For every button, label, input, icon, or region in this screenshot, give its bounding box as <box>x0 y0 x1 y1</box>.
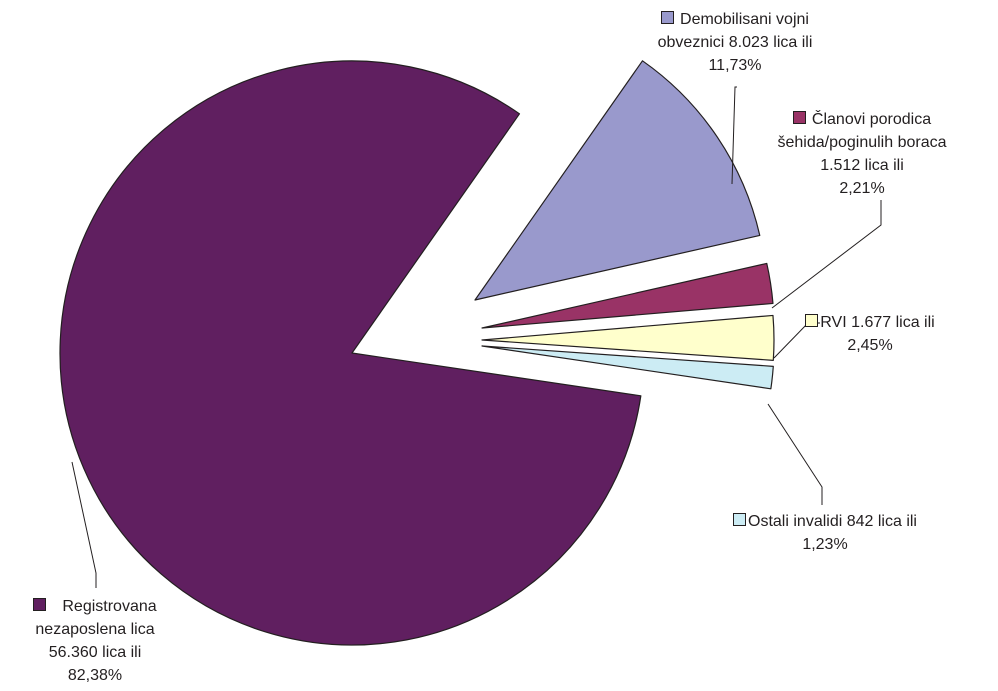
label-clanovi-line-4: 2,21% <box>839 180 885 197</box>
label-ostali-invalidi: Ostali invalidi 842 lica ili 1,23% <box>690 510 960 556</box>
label-registrovana-line-2: nezaposlena lica <box>35 621 155 638</box>
leader-line-clanovi-porodica <box>771 200 882 309</box>
label-registrovana-line-1: Registrovana <box>62 598 157 615</box>
leader-line-registrovana <box>71 461 97 588</box>
label-ostali-line-2: 1,23% <box>802 536 848 553</box>
legend-swatch-clanovi-porodica <box>792 111 806 124</box>
label-demobilisani: Demobilisani vojni obveznici 8.023 lica … <box>600 8 870 77</box>
label-demobilisani-line-1: Demobilisani vojni <box>680 11 809 28</box>
label-registrovana-line-3: 56.360 lica ili <box>48 644 142 661</box>
slice-rvi <box>481 314 775 361</box>
label-registrovana-line-4: 82,38% <box>67 667 123 684</box>
legend-swatch-demobilisani <box>661 11 675 24</box>
label-rvi-line-1: RVI 1.677 lica ili <box>820 314 935 331</box>
legend-swatch-ostali-invalidi <box>733 513 747 526</box>
legend-swatch-rvi <box>805 314 819 327</box>
label-clanovi-line-2: šehida/poginulih boraca <box>777 134 947 151</box>
slice-ostali-invalidi <box>481 345 774 390</box>
leader-line-demobilisani <box>731 86 737 185</box>
label-clanovi-porodica: Članovi porodica šehida/poginulih boraca… <box>752 108 972 200</box>
label-clanovi-line-1: Članovi porodica <box>811 111 932 128</box>
label-demobilisani-line-3: 11,73% <box>708 57 762 74</box>
leader-line-ostali-invalidi <box>767 403 823 505</box>
legend-swatch-registrovana <box>33 598 47 611</box>
slice-registrovana <box>59 60 642 646</box>
label-ostali-line-1: Ostali invalidi 842 lica ili <box>748 513 917 530</box>
label-clanovi-line-3: 1.512 lica ili <box>820 157 904 174</box>
slice-clanovi-porodica <box>481 262 774 329</box>
label-demobilisani-line-2: obveznici 8.023 lica ili <box>657 34 813 51</box>
label-rvi: RVI 1.677 lica ili 2,45% <box>800 311 940 357</box>
label-registrovana: Registrovana nezaposlena lica 56.360 lic… <box>0 595 190 687</box>
slice-demobilisani <box>474 60 761 301</box>
label-rvi-line-2: 2,45% <box>847 337 893 354</box>
